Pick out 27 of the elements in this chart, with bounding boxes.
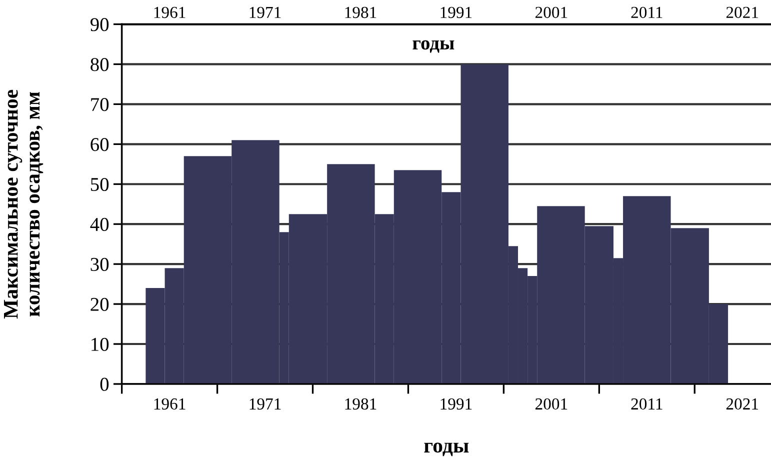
x-tick-label: 1981 — [345, 398, 376, 410]
x2-tick-label: 1971 — [250, 6, 281, 18]
x2-axis-title: годы — [412, 40, 454, 53]
y-tick-label: 60 — [90, 138, 109, 152]
x-axis-title: годы — [424, 442, 469, 456]
x2-tick-label: 2021 — [726, 6, 758, 18]
x2-tick-label: 1981 — [345, 6, 376, 18]
y-tick-label: 80 — [90, 58, 109, 72]
x-tick-label: 1961 — [154, 398, 186, 410]
x2-tick-label: 1991 — [440, 6, 472, 18]
x-tick-label: 1971 — [250, 398, 281, 410]
x2-tick-label: 2011 — [631, 6, 662, 18]
y-tick-label: 20 — [90, 298, 109, 311]
y-tick-label: 90 — [90, 18, 109, 32]
y-tick-label: 50 — [91, 178, 109, 192]
y-axis-title: Максимальное суточное количество осадков, мм — [4, 90, 44, 319]
x2-tick-label: 1961 — [154, 6, 186, 18]
y-tick-label: 70 — [91, 98, 109, 112]
x-tick-label: 2021 — [726, 398, 758, 410]
x-tick-label: 1991 — [440, 398, 472, 410]
y-tick-label: 10 — [92, 338, 109, 351]
x-tick-label: 2011 — [631, 398, 662, 410]
x2-tick-label: 2001 — [535, 6, 568, 18]
x-tick-label: 2001 — [535, 398, 568, 410]
y-tick-label: 30 — [90, 258, 109, 272]
y-tick-label: 40 — [90, 218, 109, 232]
y-tick-label: 0 — [100, 378, 109, 391]
